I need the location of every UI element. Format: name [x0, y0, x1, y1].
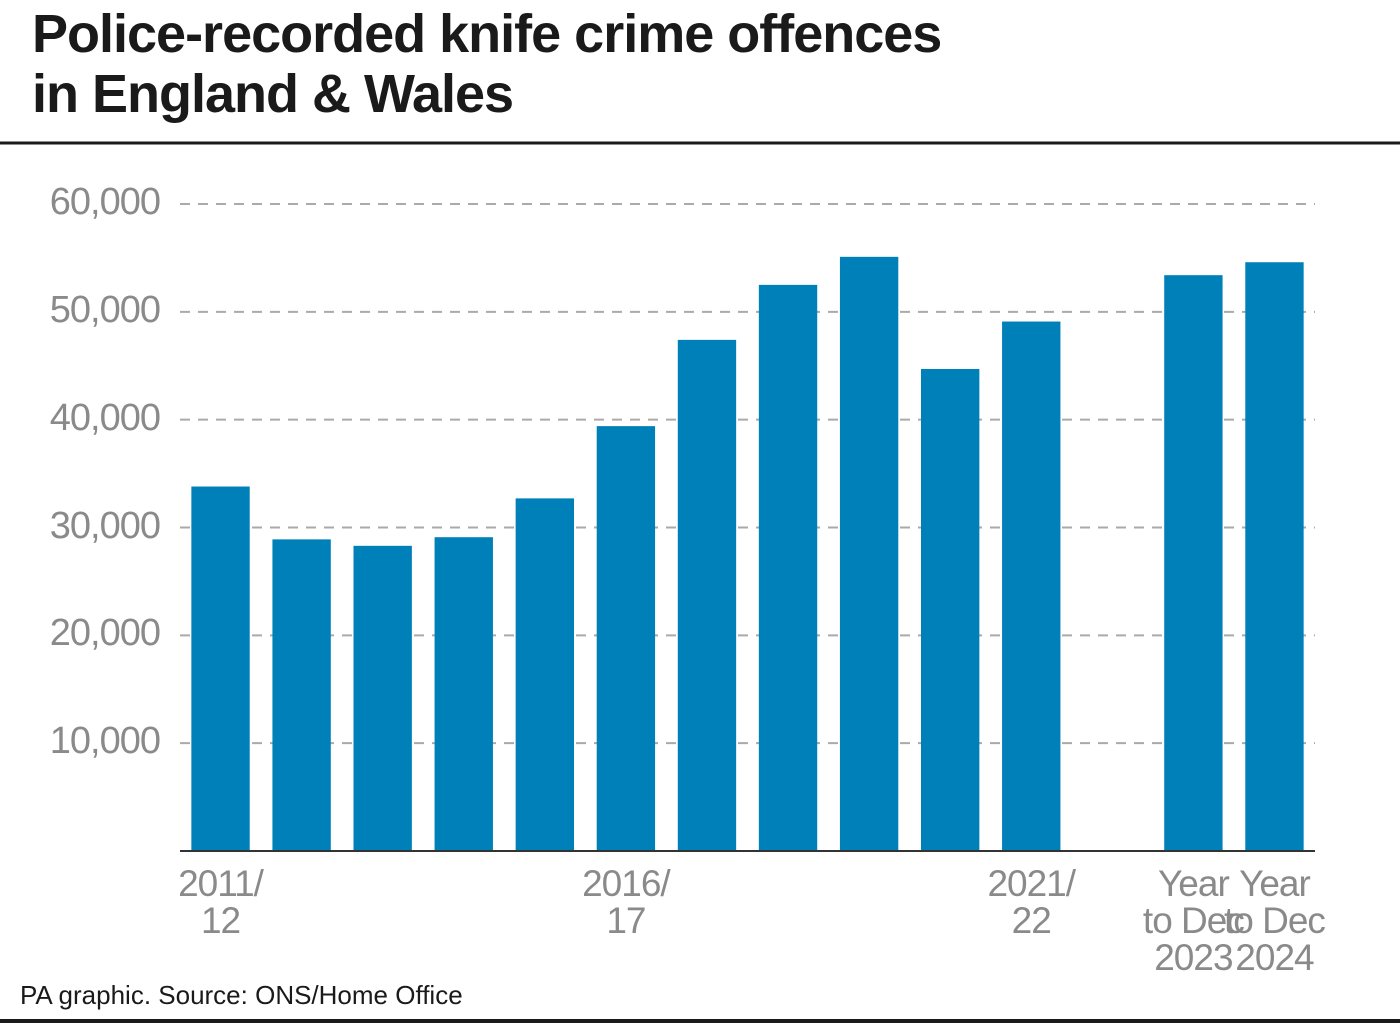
source: PA graphic. Source: ONS/Home Office [20, 980, 463, 1010]
bar [677, 339, 737, 851]
y-tick-label: 40,000 [49, 396, 161, 439]
y-tick-label: 20,000 [49, 612, 161, 655]
x-tick-label: Year to Dec 2023 [1142, 863, 1245, 978]
y-tick-label: 50,000 [49, 288, 161, 331]
bar [1002, 321, 1061, 851]
chart-title: Police-recorded knife crime offences in … [32, 4, 942, 124]
bar [515, 498, 575, 851]
x-tick-label: 2016/ 17 [582, 863, 671, 941]
bar [839, 256, 899, 851]
bar [353, 545, 412, 851]
y-tick-label: 30,000 [49, 504, 161, 547]
bar [1245, 262, 1304, 852]
x-tick-label: Year to Dec 2024 [1223, 863, 1326, 978]
bar [758, 284, 818, 851]
x-tick-label: 2021/ 22 [987, 863, 1076, 941]
y-tick-label: 60,000 [49, 181, 161, 223]
x-tick-label: 2011/ 12 [178, 863, 264, 941]
bar [920, 368, 980, 851]
bar [272, 539, 331, 851]
y-tick-label: 10,000 [49, 720, 161, 763]
bar [596, 426, 656, 851]
bar [191, 486, 250, 851]
bar [434, 537, 493, 851]
bar [1164, 275, 1223, 851]
